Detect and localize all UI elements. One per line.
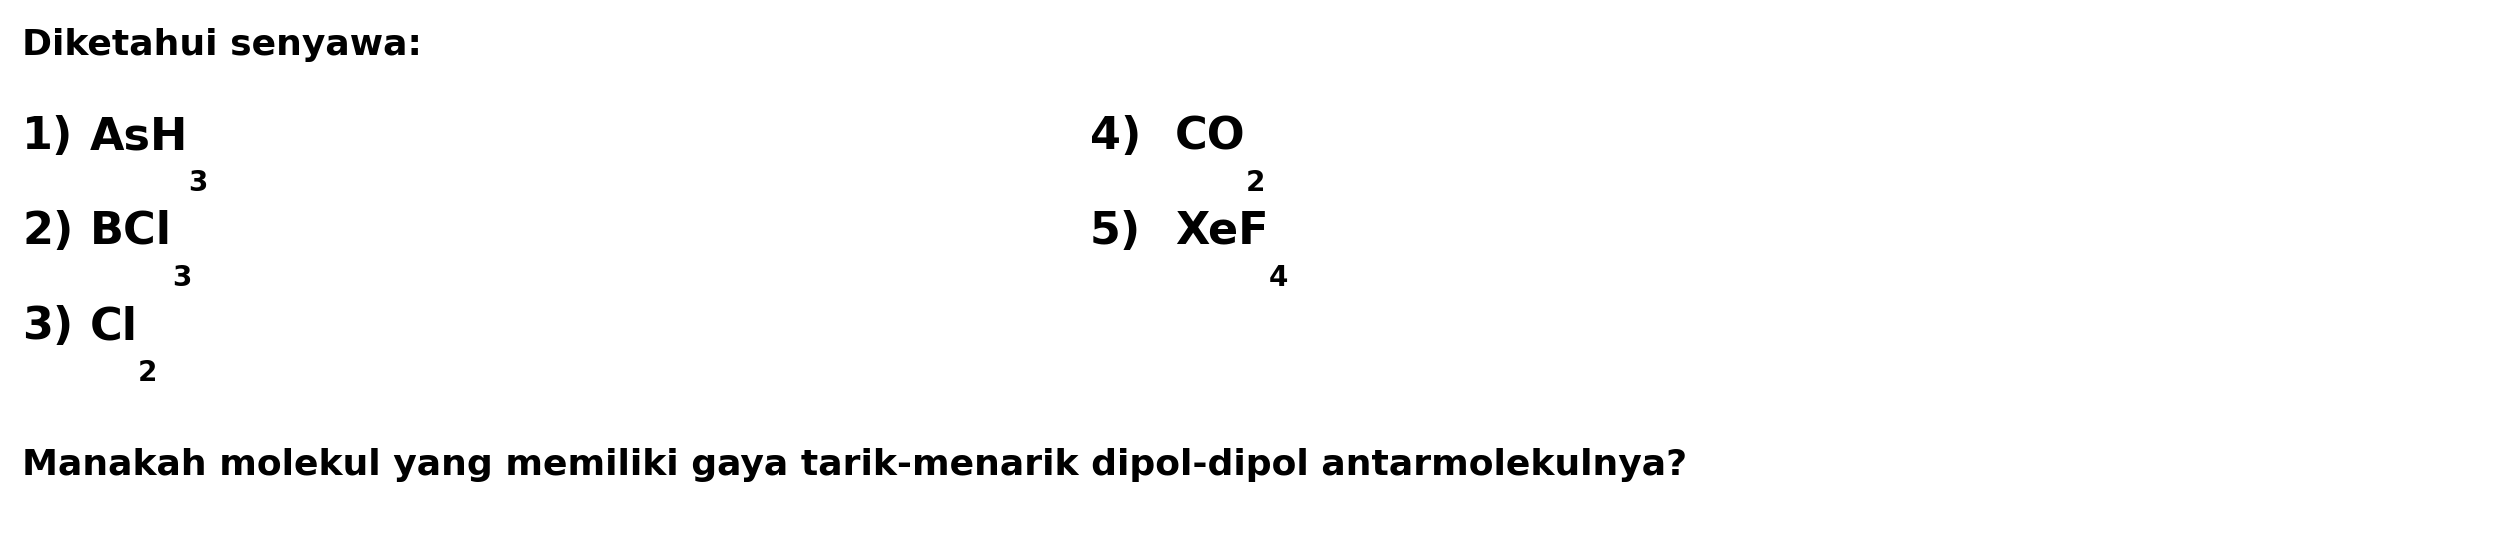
Text: 4): 4) xyxy=(1091,115,1141,158)
Text: 2: 2 xyxy=(1246,169,1264,197)
Text: 3: 3 xyxy=(171,264,191,292)
Text: BCl: BCl xyxy=(90,210,171,253)
Text: 3): 3) xyxy=(23,305,73,348)
Text: 5): 5) xyxy=(1091,210,1141,253)
Text: Diketahui senyawa:: Diketahui senyawa: xyxy=(23,28,422,62)
Text: 2): 2) xyxy=(23,210,73,253)
Text: 1): 1) xyxy=(23,115,73,158)
Text: 4: 4 xyxy=(1269,264,1287,292)
Text: 3: 3 xyxy=(188,169,209,197)
Text: AsH: AsH xyxy=(90,115,188,158)
Text: XeF: XeF xyxy=(1176,210,1269,253)
Text: Manakah molekul yang memiliki gaya tarik-menarik dipol-dipol antarmolekulnya?: Manakah molekul yang memiliki gaya tarik… xyxy=(23,448,1686,482)
Text: Cl: Cl xyxy=(90,305,138,348)
Text: CO: CO xyxy=(1176,115,1246,158)
Text: 2: 2 xyxy=(138,359,158,387)
